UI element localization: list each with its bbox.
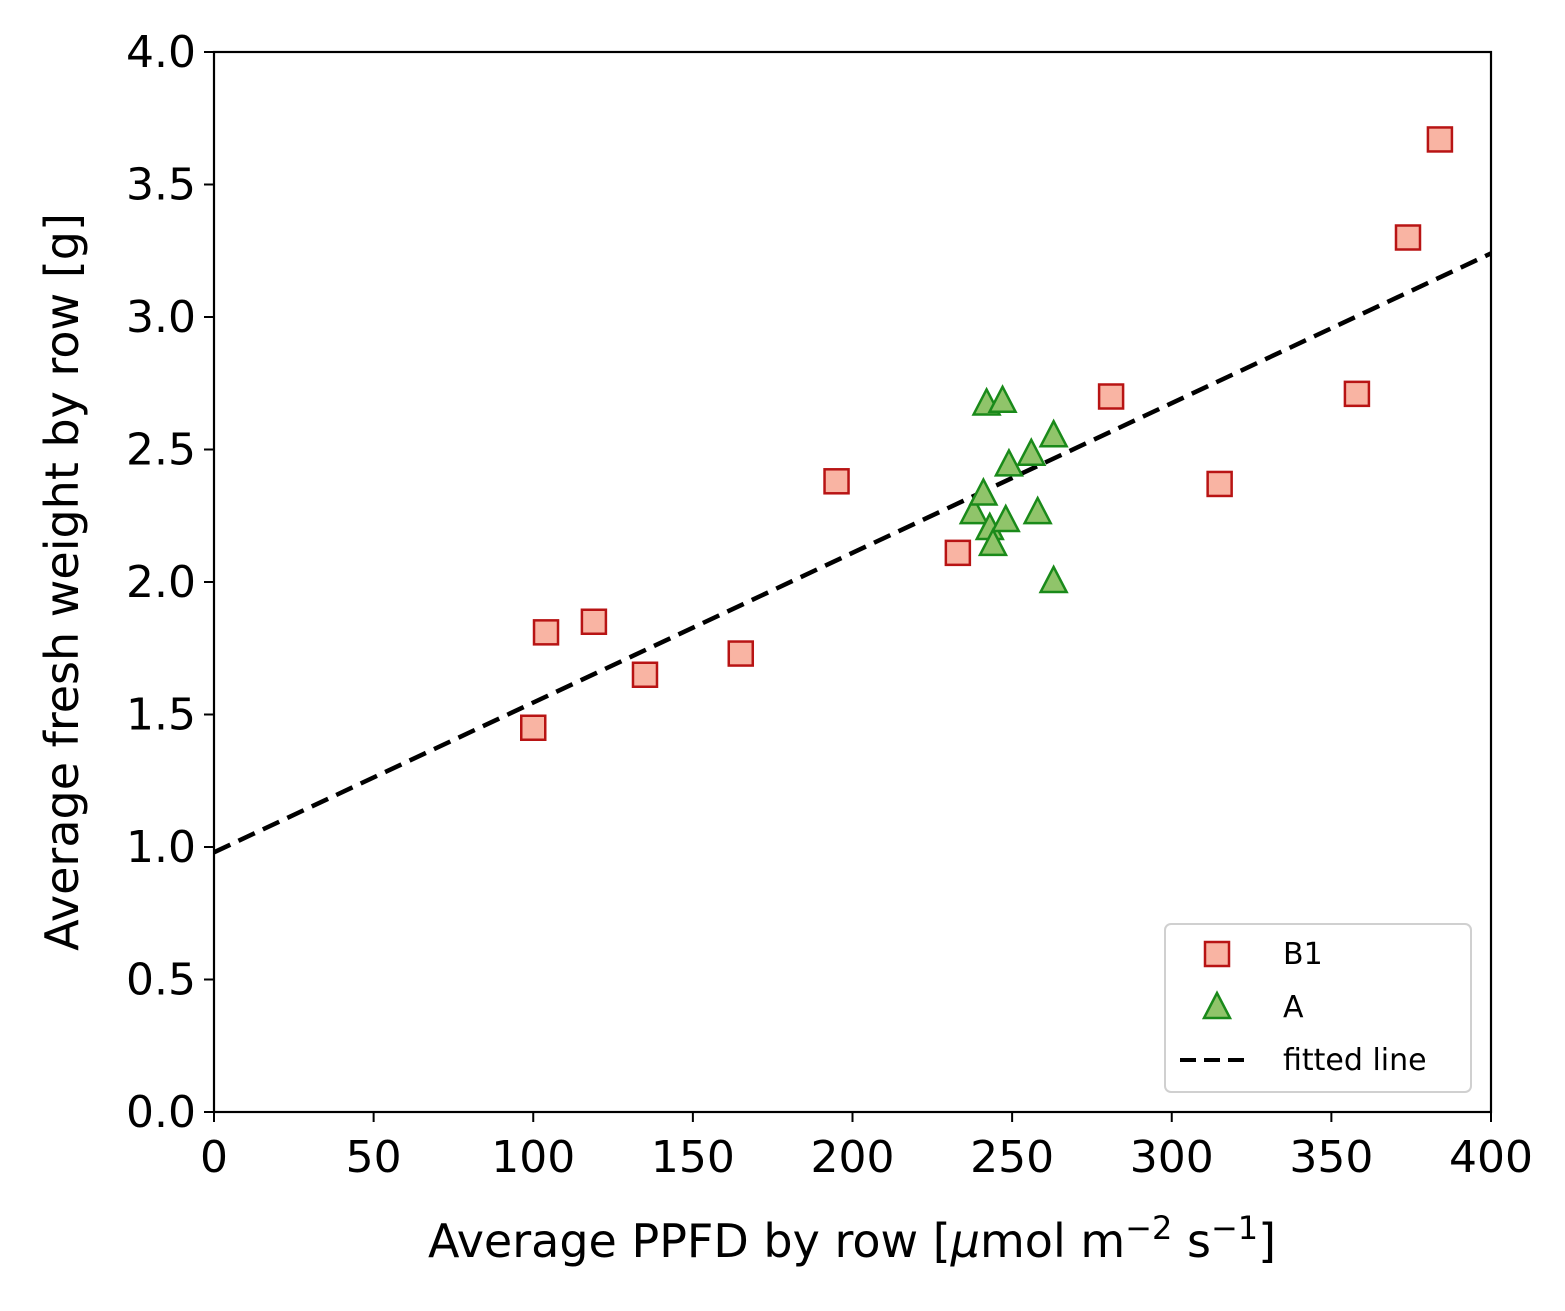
legend-a-triangle (1201, 990, 1233, 1020)
a-point (958, 495, 989, 525)
x-tick-label: 400 (1449, 1132, 1533, 1183)
x-tick-label: 100 (491, 1132, 575, 1183)
x-axis-label-s: s (1172, 1214, 1211, 1268)
a-point (987, 384, 1018, 414)
b1-point (727, 640, 755, 667)
x-tick-label: 0 (200, 1132, 228, 1183)
y-tick-label: 3.0 (126, 292, 196, 343)
y-tick-label: 1.5 (126, 690, 196, 741)
y-tick-label: 2.0 (126, 557, 196, 608)
x-tick-label: 300 (1130, 1132, 1214, 1183)
b1-point (1394, 224, 1422, 251)
legend-fitted-line-label: fitted line (1283, 1043, 1427, 1078)
y-axis-label: Average fresh weight by row [g] (35, 213, 89, 951)
axis-ticks: 0 50 100 150 200 250 300 350 400 0.0 0.5 1.0 1.5 2.0 2… (126, 27, 1533, 1183)
y-tick-label: 2.5 (126, 425, 196, 476)
plot-frame (212, 50, 1493, 1114)
legend-a-label: A (1283, 990, 1304, 1025)
y-tick-label: 3.5 (126, 160, 196, 211)
data-points-layer (520, 126, 1454, 741)
a-point (993, 447, 1024, 477)
legend-b1-square (1203, 940, 1231, 968)
x-axis-label-mol: mol m (980, 1214, 1125, 1268)
a-point (1022, 495, 1053, 525)
fitted-line (213, 251, 1492, 855)
y-tick-label: 0.0 (126, 1087, 196, 1138)
b1-point (1097, 383, 1125, 410)
b1-point (1343, 380, 1371, 408)
a-point (977, 527, 1009, 557)
y-tick-label: 0.5 (126, 955, 196, 1006)
x-axis-label-exp2: −1 (1211, 1209, 1258, 1247)
x-tick-label: 350 (1289, 1132, 1373, 1183)
legend: B1 A fitted line (1164, 923, 1472, 1093)
legend-b1-label: B1 (1283, 937, 1323, 972)
y-tick-label: 4.0 (126, 27, 196, 78)
legend-a-marker (1201, 990, 1233, 1020)
x-axis-label-mu: μ (950, 1214, 980, 1268)
a-point (968, 476, 999, 506)
a-point (1038, 564, 1069, 594)
b1-point (631, 661, 659, 688)
a-point (990, 503, 1021, 533)
fitted-line-layer (213, 251, 1492, 855)
x-axis-label: Average PPFD by row [μmol m−2 s−1] (428, 1209, 1276, 1268)
x-axis-label-main: Average PPFD by row [ (428, 1214, 951, 1268)
x-tick-label: 200 (811, 1132, 895, 1183)
a-point (1038, 418, 1069, 448)
legend-frame (1164, 923, 1472, 1093)
a-point (1016, 437, 1047, 467)
x-tick-label: 50 (346, 1132, 402, 1183)
x-axis-label-end: ] (1258, 1214, 1276, 1268)
x-tick-label: 150 (651, 1132, 735, 1183)
x-tick-label: 250 (970, 1132, 1054, 1183)
y-tick-label: 1.0 (126, 822, 196, 873)
b1-point (580, 608, 608, 635)
b1-point (823, 468, 850, 495)
x-axis-label-exp1: −2 (1125, 1209, 1172, 1247)
b1-point (532, 619, 560, 646)
b1-point (1206, 470, 1233, 498)
b1-point (520, 714, 547, 741)
b1-point (944, 539, 972, 567)
legend-b1-marker (1203, 940, 1231, 968)
b1-point (1426, 126, 1454, 153)
